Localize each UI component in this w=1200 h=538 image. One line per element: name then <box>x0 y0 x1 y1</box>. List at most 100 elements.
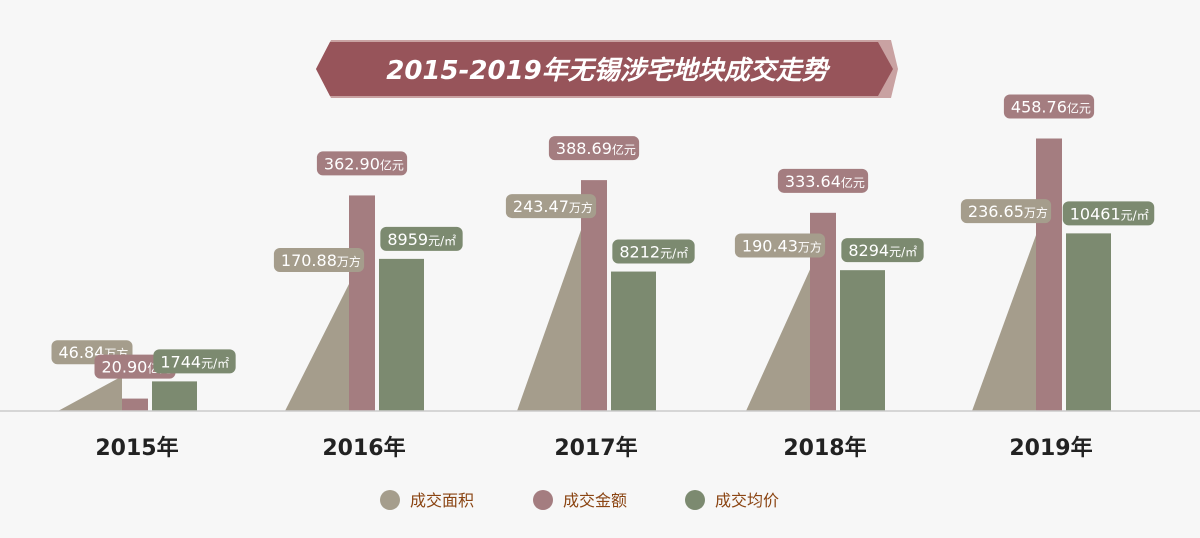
price-bar <box>840 270 885 411</box>
amount-data-label-unit: 亿元 <box>612 142 636 157</box>
amount-data-label-value: 458.76 <box>1011 97 1067 116</box>
amount-data-label-box <box>316 151 408 176</box>
year-group: 190.43万方 333.64亿元 8294元/㎡ <box>734 168 924 411</box>
price-data-label-text: 8212元/㎡ <box>619 243 688 262</box>
legend-swatch <box>533 490 553 510</box>
price-data-label-value: 8959 <box>387 230 428 249</box>
area-data-label: 170.88万方 <box>273 248 365 273</box>
legend-label: 成交面积 <box>410 491 474 510</box>
price-data-label-value: 8294 <box>848 241 889 260</box>
year-group: 236.65万方 458.76亿元 10461元/㎡ <box>960 94 1155 411</box>
category-label: 2017年 <box>554 435 637 461</box>
year-group: 243.47万方 388.69亿元 8212元/㎡ <box>505 136 695 411</box>
price-data-label-value: 1744 <box>160 352 201 371</box>
price-data-label-text: 8959元/㎡ <box>387 230 456 249</box>
area-data-label-unit: 万方 <box>798 240 822 255</box>
area-data-label-value: 236.65 <box>968 202 1024 221</box>
area-data-label-box <box>734 233 826 258</box>
area-triangle <box>517 230 581 411</box>
price-data-label-box <box>612 239 695 264</box>
chart-title: 2015-2019年无锡涉宅地块成交走势 <box>386 56 831 86</box>
price-data-label-text: 1744元/㎡ <box>160 352 229 371</box>
amount-bar <box>581 180 607 411</box>
area-data-label-text: 243.47万方 <box>513 197 593 216</box>
amount-bar <box>349 195 375 411</box>
area-triangle <box>746 269 810 411</box>
area-data-label-unit: 万方 <box>569 200 593 215</box>
plot-area: 46.84万方20.90亿元1744元/㎡170.88万方362.90亿元895… <box>51 94 1155 411</box>
area-data-label: 236.65万方 <box>960 199 1052 224</box>
legend-label: 成交均价 <box>715 491 779 510</box>
category-label: 2019年 <box>1009 435 1092 461</box>
price-data-label-unit: 元/㎡ <box>660 247 688 261</box>
legend: 成交面积 成交金额 成交均价 <box>380 490 779 510</box>
amount-data-label-value: 20.90 <box>102 358 148 377</box>
area-data-label-value: 190.43 <box>742 237 798 256</box>
area-data-label-box <box>273 248 365 273</box>
amount-data-label-text: 362.90亿元 <box>324 154 404 173</box>
amount-data-label-value: 388.69 <box>556 139 612 158</box>
price-data-label-box <box>153 349 236 374</box>
area-triangle <box>58 376 122 411</box>
legend-label: 成交金额 <box>563 491 627 510</box>
amount-data-label: 458.76亿元 <box>1003 94 1095 119</box>
price-data-label-box <box>380 226 463 251</box>
title-banner: 2015-2019年无锡涉宅地块成交走势 <box>316 40 898 98</box>
area-data-label-text: 236.65万方 <box>968 202 1048 221</box>
amount-data-label-box <box>777 168 869 193</box>
legend-item: 成交金额 <box>533 490 627 510</box>
price-data-label-unit: 元/㎡ <box>889 245 917 259</box>
area-data-label: 190.43万方 <box>734 233 826 258</box>
price-bar <box>152 381 197 411</box>
price-data-label: 8959元/㎡ <box>380 226 463 251</box>
price-data-label: 10461元/㎡ <box>1062 201 1155 226</box>
price-data-label-text: 10461元/㎡ <box>1070 204 1149 223</box>
price-data-label-box <box>841 238 924 263</box>
amount-data-label-box <box>1003 94 1095 119</box>
price-data-label: 8294元/㎡ <box>841 238 924 263</box>
price-bar <box>1066 233 1111 411</box>
area-data-label-value: 243.47 <box>513 197 569 216</box>
price-data-label-value: 8212 <box>619 243 660 262</box>
category-label: 2018年 <box>783 435 866 461</box>
area-data-label-text: 170.88万方 <box>281 251 361 270</box>
legend-swatch <box>380 490 400 510</box>
price-data-label-box <box>1062 201 1155 226</box>
amount-data-label-value: 333.64 <box>785 172 841 191</box>
amount-data-label-unit: 亿元 <box>380 157 404 172</box>
category-label: 2015年 <box>95 435 178 461</box>
price-data-label-unit: 元/㎡ <box>428 234 456 248</box>
year-group: 170.88万方 362.90亿元 8959元/㎡ <box>273 151 463 411</box>
area-data-label-value: 170.88 <box>281 251 337 270</box>
price-data-label-value: 10461 <box>1070 204 1121 223</box>
category-labels: 2015年 2016年 2017年 2018年 2019年 <box>95 435 1092 461</box>
price-data-label-text: 8294元/㎡ <box>848 241 917 260</box>
amount-data-label-unit: 亿元 <box>841 175 865 190</box>
amount-data-label-box <box>548 136 640 161</box>
area-data-label-text: 190.43万方 <box>742 237 822 256</box>
area-data-label-box <box>960 199 1052 224</box>
area-data-label-value: 46.84 <box>59 343 105 362</box>
amount-data-label-value: 362.90 <box>324 154 380 173</box>
amount-data-label: 333.64亿元 <box>777 168 869 193</box>
price-bar <box>379 258 424 411</box>
area-data-label-unit: 万方 <box>1024 205 1048 220</box>
legend-item: 成交面积 <box>380 490 474 510</box>
amount-data-label-unit: 亿元 <box>1067 100 1091 115</box>
title-banner-body <box>316 42 893 96</box>
legend-swatch <box>685 490 705 510</box>
amount-bar <box>122 398 148 411</box>
price-data-label: 8212元/㎡ <box>612 239 695 264</box>
area-triangle <box>285 284 349 411</box>
category-label: 2016年 <box>322 435 405 461</box>
area-triangle <box>972 235 1036 411</box>
legend-item: 成交均价 <box>685 490 779 510</box>
price-data-label-unit: 元/㎡ <box>1121 208 1149 222</box>
price-data-label-unit: 元/㎡ <box>201 356 229 370</box>
area-data-label: 243.47万方 <box>505 194 597 219</box>
price-data-label: 1744元/㎡ <box>153 349 236 374</box>
amount-bar <box>1036 138 1062 411</box>
amount-data-label: 362.90亿元 <box>316 151 408 176</box>
